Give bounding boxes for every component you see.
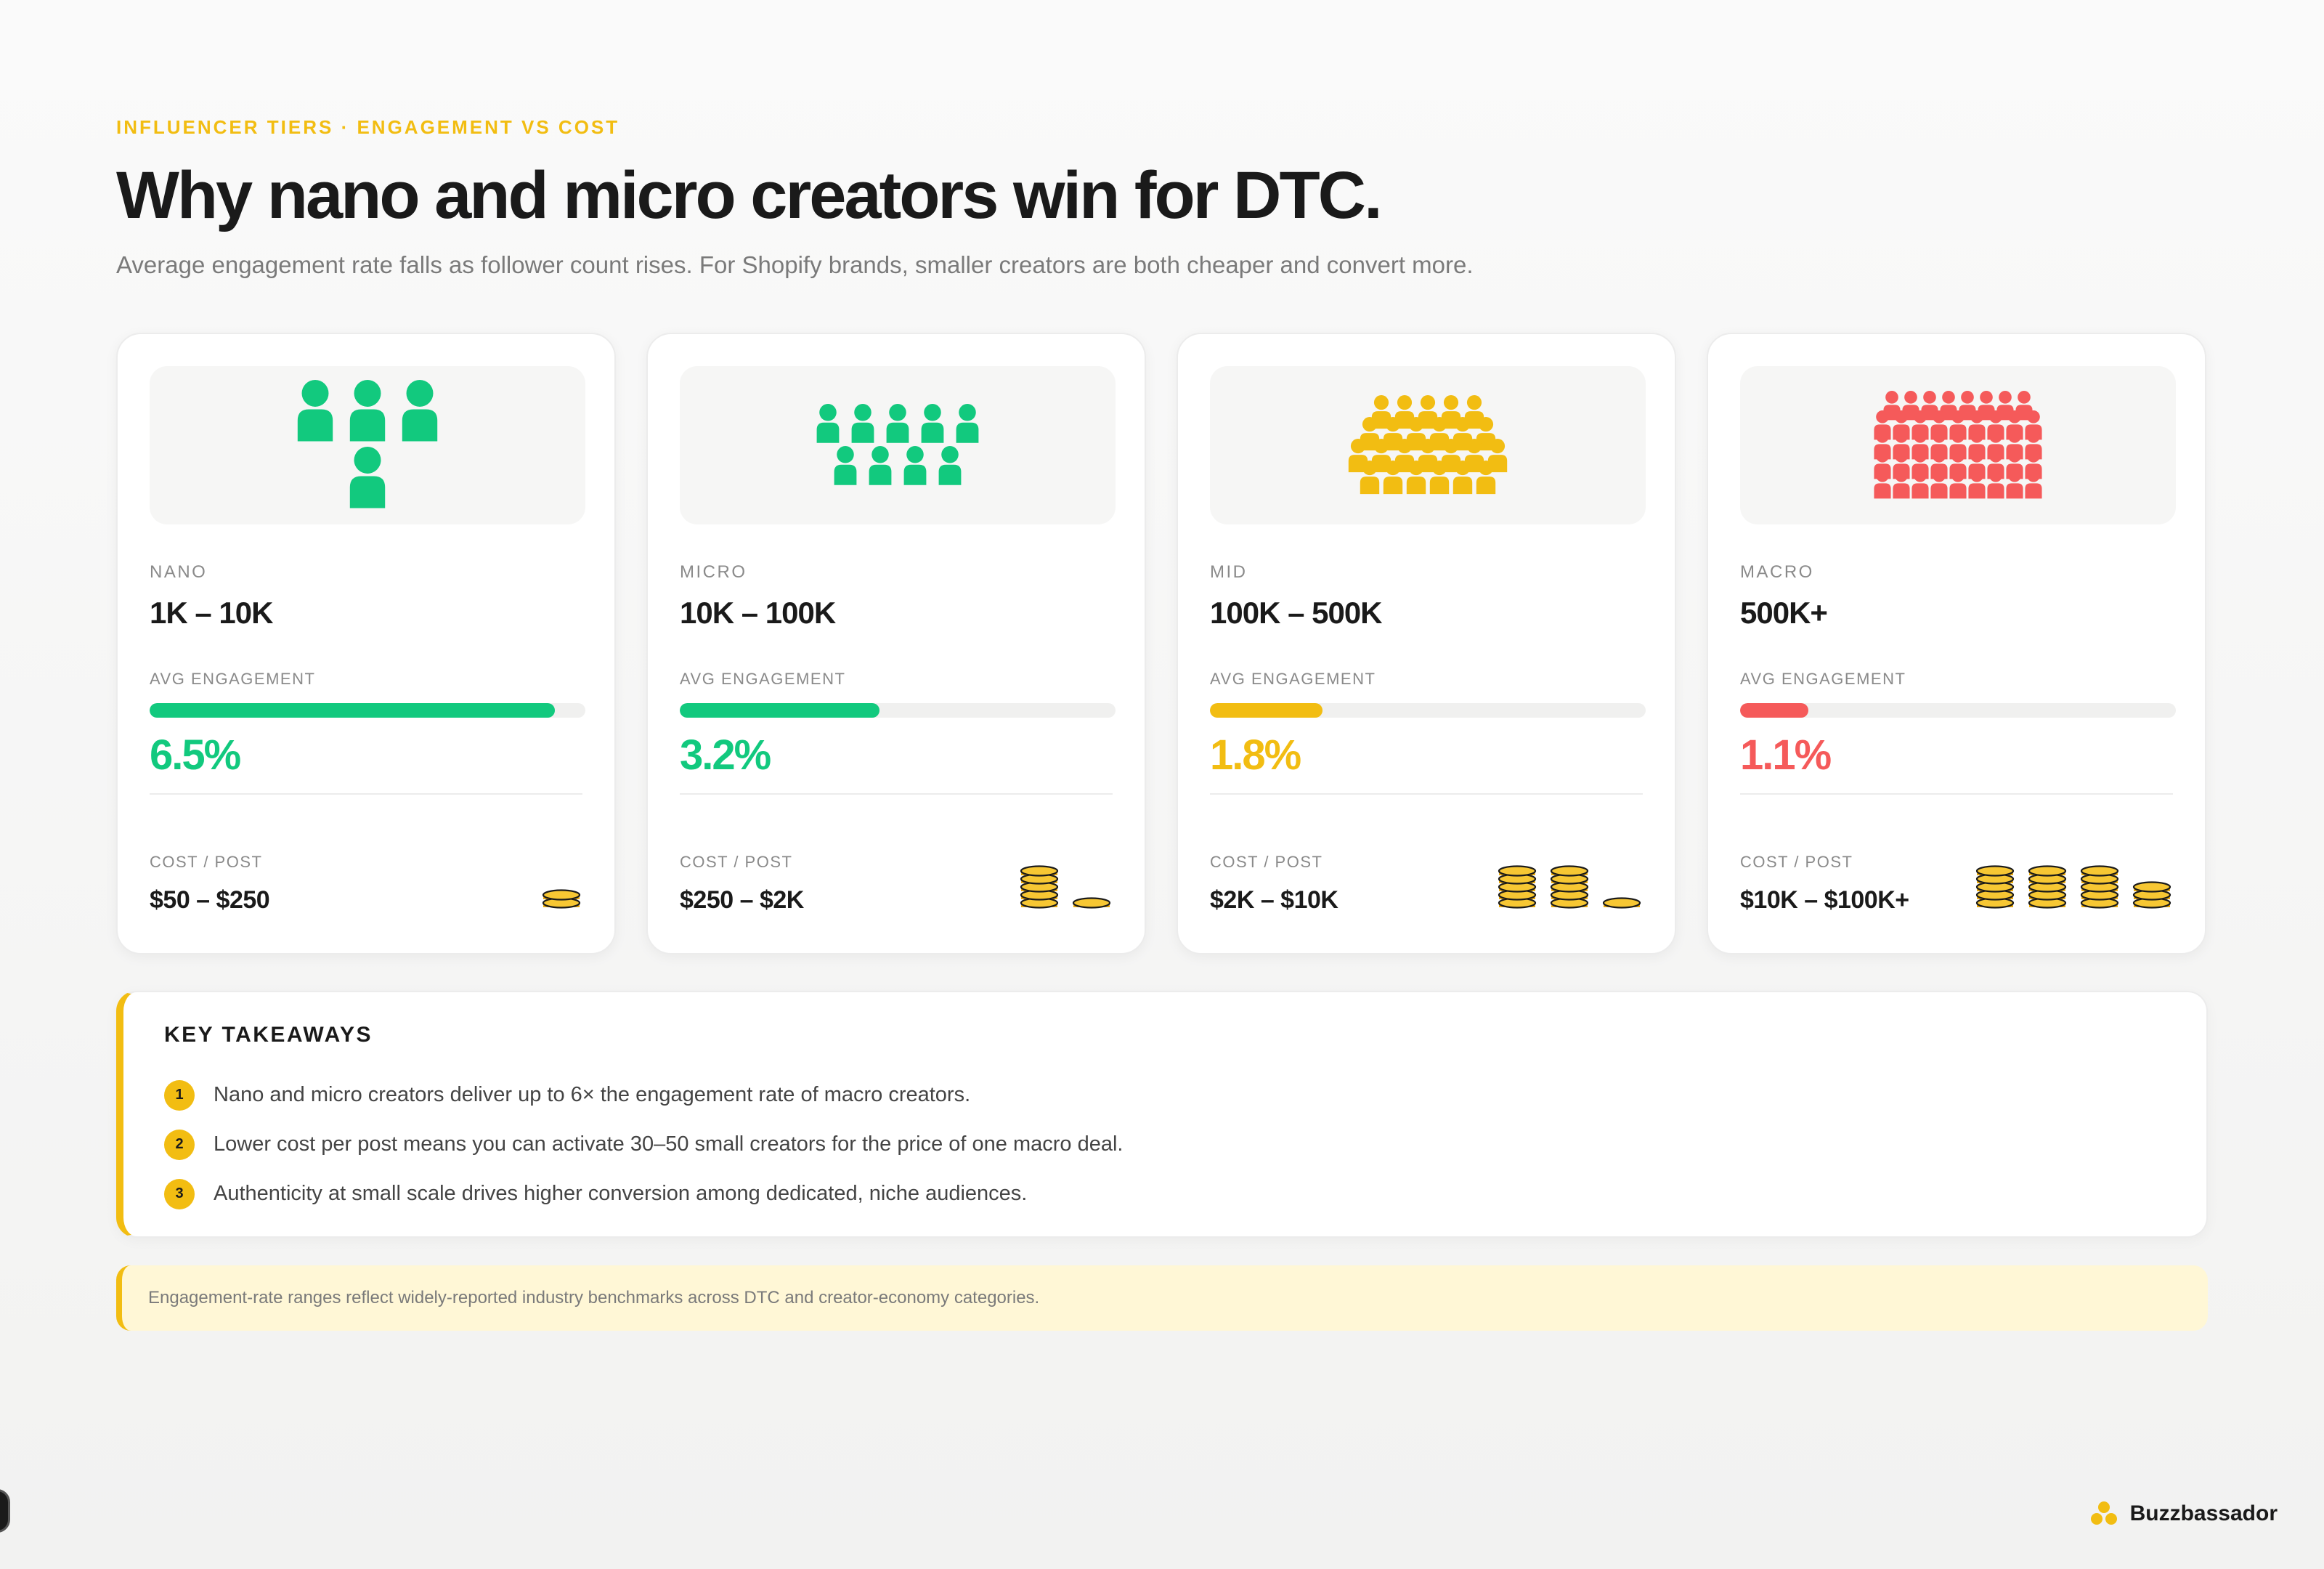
coin-stack-icon xyxy=(2080,864,2119,909)
tier-card-nano: NANO 1K – 10K AVG ENGAGEMENT 6.5% COST /… xyxy=(116,332,616,954)
bee-cluster-icon xyxy=(2090,1501,2117,1525)
engagement-bar-fill xyxy=(150,702,555,718)
engagement-bar-fill xyxy=(1740,702,1809,718)
audience-illustration xyxy=(1740,365,2176,524)
cost-value: $50 – $250 xyxy=(150,885,270,914)
follower-range: 10K – 100K xyxy=(680,595,836,630)
tier-name: NANO xyxy=(150,561,208,582)
coin-stack-icon xyxy=(2028,864,2067,909)
tier-card-macro: MACRO 500K+ AVG ENGAGEMENT 1.1% COST / P… xyxy=(1707,332,2206,954)
number-badge: 2 xyxy=(164,1129,195,1160)
number-badge: 1 xyxy=(164,1079,195,1111)
people-icon xyxy=(297,379,438,508)
coin-stack-icon xyxy=(1975,864,2015,909)
tier-card-mid: MID 100K – 500K AVG ENGAGEMENT 1.8% COST… xyxy=(1177,332,1676,954)
engagement-bar xyxy=(680,702,1116,718)
divider xyxy=(150,792,582,795)
takeaway-item: 3 Authenticity at small scale drives hig… xyxy=(164,1169,2166,1219)
page-title: Why nano and micro creators win for DTC. xyxy=(116,158,1383,232)
follower-range: 100K – 500K xyxy=(1210,595,1383,630)
coin-stack-icon xyxy=(542,888,581,909)
coin-stack-icon xyxy=(2132,880,2171,909)
follower-range: 500K+ xyxy=(1740,595,1828,630)
coins-icon xyxy=(540,883,582,909)
coin-stack-icon xyxy=(1498,864,1537,909)
takeaways-list: 1 Nano and micro creators deliver up to … xyxy=(164,1071,2166,1219)
number-badge: 3 xyxy=(164,1178,195,1209)
people-icon xyxy=(1874,390,2042,498)
engagement-value: 6.5% xyxy=(150,731,241,779)
divider xyxy=(680,792,1113,795)
brand-name: Buzzbassador xyxy=(2129,1501,2278,1525)
takeaway-text: Lower cost per post means you can activa… xyxy=(214,1132,1124,1156)
people-icon xyxy=(1348,394,1508,494)
takeaway-item: 1 Nano and micro creators deliver up to … xyxy=(164,1071,2166,1120)
engagement-label: AVG ENGAGEMENT xyxy=(680,669,846,688)
brand-logo[interactable]: Buzzbassador xyxy=(2089,1501,2278,1527)
coins-icon xyxy=(1974,859,2173,909)
page-subtitle: Average engagement rate falls as followe… xyxy=(116,251,1474,278)
takeaway-text: Authenticity at small scale drives highe… xyxy=(214,1182,1028,1206)
cost-label: COST / POST xyxy=(1740,852,1853,871)
cost-label: COST / POST xyxy=(1210,852,1323,871)
divider xyxy=(1210,792,1643,795)
tier-name: MID xyxy=(1210,561,1248,582)
coin-stack-icon xyxy=(1550,864,1589,909)
cost-label: COST / POST xyxy=(680,852,793,871)
cost-label: COST / POST xyxy=(150,852,263,871)
tier-name: MACRO xyxy=(1740,561,1814,582)
coin-stack-icon xyxy=(1072,896,1111,909)
engagement-bar-fill xyxy=(1210,702,1323,718)
people-icon xyxy=(816,403,979,485)
takeaways-title: KEY TAKEAWAYS xyxy=(164,1022,373,1047)
engagement-label: AVG ENGAGEMENT xyxy=(1740,669,1906,688)
scroll-handle[interactable] xyxy=(0,1489,10,1533)
takeaway-text: Nano and micro creators deliver up to 6×… xyxy=(214,1083,971,1107)
follower-range: 1K – 10K xyxy=(150,595,273,630)
cost-value: $10K – $100K+ xyxy=(1740,885,1909,914)
engagement-bar xyxy=(1210,702,1646,718)
page: INFLUENCER TIERS · ENGAGEMENT VS COST Wh… xyxy=(116,116,2208,1331)
engagement-label: AVG ENGAGEMENT xyxy=(1210,669,1376,688)
footnote: Engagement-rate ranges reflect widely-re… xyxy=(116,1265,2208,1331)
divider xyxy=(1740,792,2173,795)
engagement-bar xyxy=(1740,702,2176,718)
engagement-bar-fill xyxy=(680,702,879,718)
engagement-value: 3.2% xyxy=(680,731,771,779)
coin-stack-icon xyxy=(1602,896,1641,909)
takeaway-item: 2 Lower cost per post means you can acti… xyxy=(164,1120,2166,1169)
tier-name: MICRO xyxy=(680,561,747,582)
audience-illustration xyxy=(150,365,585,524)
audience-illustration xyxy=(680,365,1116,524)
cost-value: $250 – $2K xyxy=(680,885,804,914)
engagement-bar xyxy=(150,702,585,718)
coin-stack-icon xyxy=(1020,864,1059,909)
coins-icon xyxy=(1496,859,1643,909)
audience-illustration xyxy=(1210,365,1646,524)
engagement-value: 1.1% xyxy=(1740,731,1832,779)
key-takeaways: KEY TAKEAWAYS 1 Nano and micro creators … xyxy=(116,990,2208,1238)
engagement-label: AVG ENGAGEMENT xyxy=(150,669,316,688)
tier-cards: NANO 1K – 10K AVG ENGAGEMENT 6.5% COST /… xyxy=(116,332,2208,954)
tier-card-micro: MICRO 10K – 100K AVG ENGAGEMENT 3.2% COS… xyxy=(646,332,1146,954)
coins-icon xyxy=(1018,859,1113,909)
cost-value: $2K – $10K xyxy=(1210,885,1338,914)
eyebrow: INFLUENCER TIERS · ENGAGEMENT VS COST xyxy=(116,116,620,138)
engagement-value: 1.8% xyxy=(1210,731,1301,779)
